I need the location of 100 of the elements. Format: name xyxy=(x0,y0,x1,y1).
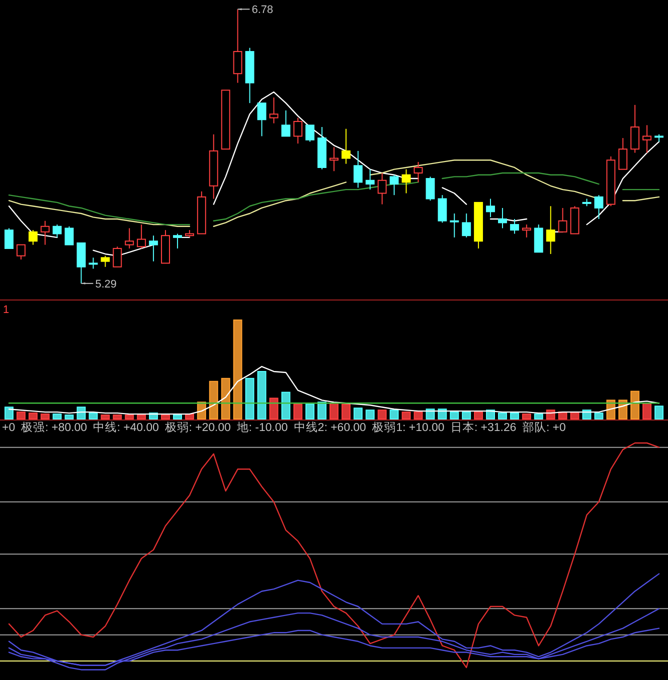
candlestick xyxy=(630,104,640,154)
text: 中线: +40.00 xyxy=(93,421,159,434)
bar xyxy=(112,414,122,420)
bar xyxy=(221,378,230,420)
bar xyxy=(257,370,266,420)
candlestick xyxy=(594,194,604,220)
bar xyxy=(450,412,459,420)
bar xyxy=(233,320,242,420)
bar xyxy=(354,408,363,420)
candlestick xyxy=(402,168,411,194)
bar xyxy=(594,412,604,420)
bar xyxy=(402,412,411,420)
candlestick xyxy=(52,224,62,238)
candlestick xyxy=(366,168,375,190)
candlestick xyxy=(498,207,508,229)
candlestick xyxy=(534,224,544,253)
candlestick xyxy=(510,218,520,234)
candlestick xyxy=(148,235,158,262)
candlestick xyxy=(136,224,146,249)
bar xyxy=(136,414,146,420)
bar xyxy=(305,404,314,420)
bar xyxy=(124,414,134,420)
bar xyxy=(88,412,98,420)
bar xyxy=(293,404,302,420)
bar xyxy=(342,404,351,420)
candlestick xyxy=(618,138,628,170)
candlestick xyxy=(40,220,50,246)
bar xyxy=(474,412,483,420)
candlestick xyxy=(414,161,423,183)
bar xyxy=(534,414,544,420)
candlestick xyxy=(64,226,74,246)
candlestick xyxy=(522,224,532,238)
candlestick xyxy=(426,176,435,202)
candlestick xyxy=(558,207,568,232)
candlestick xyxy=(305,124,314,142)
candlestick xyxy=(257,102,266,137)
candlestick xyxy=(450,212,459,238)
candlestick xyxy=(390,174,399,196)
bar xyxy=(40,414,50,420)
candlestick xyxy=(100,255,110,268)
candlestick xyxy=(4,228,14,249)
bar xyxy=(160,414,170,420)
bar xyxy=(522,414,532,420)
bar xyxy=(16,412,26,420)
text: +0 xyxy=(2,422,16,434)
bar xyxy=(64,414,74,420)
text: 极强: +80.00 xyxy=(20,421,88,434)
bar xyxy=(209,380,218,420)
bar xyxy=(642,402,652,420)
text: 1 xyxy=(3,304,10,316)
bar xyxy=(52,414,62,420)
bar xyxy=(426,408,435,420)
bar xyxy=(510,412,520,420)
candlestick xyxy=(173,233,182,249)
bar xyxy=(317,402,326,420)
candlestick xyxy=(293,117,302,144)
candlestick xyxy=(378,172,387,205)
candlestick xyxy=(642,124,652,154)
bar xyxy=(245,378,254,420)
bar xyxy=(4,406,14,420)
bar xyxy=(570,412,580,420)
candlestick xyxy=(16,244,26,260)
bar xyxy=(28,412,38,420)
candlestick xyxy=(486,198,495,218)
candlestick xyxy=(462,212,471,238)
text: 地: -10.00 xyxy=(236,421,288,434)
text: 部队: +0 xyxy=(522,420,566,434)
text: 日本: +31.26 xyxy=(450,421,516,434)
candlestick xyxy=(546,206,556,254)
candlestick xyxy=(269,97,278,124)
bar xyxy=(414,412,423,420)
bar xyxy=(100,414,110,420)
text: 中线2: +60.00 xyxy=(294,421,366,434)
bar xyxy=(438,408,447,420)
bar xyxy=(330,402,338,420)
bar xyxy=(462,412,471,420)
candlestick xyxy=(342,128,351,164)
bar xyxy=(281,392,290,420)
bar xyxy=(269,398,278,420)
candlestick xyxy=(28,230,38,246)
bar xyxy=(366,410,375,420)
annotation: 6.78 xyxy=(252,4,274,16)
bar xyxy=(173,414,182,420)
candlestick xyxy=(438,194,447,224)
bar xyxy=(654,406,664,420)
candlestick xyxy=(281,110,290,137)
candlestick xyxy=(124,228,134,249)
bar xyxy=(185,414,194,420)
candlestick xyxy=(88,257,98,270)
annotation: 5.29 xyxy=(95,278,117,290)
candlestick xyxy=(354,150,363,188)
bar xyxy=(390,410,399,420)
bar xyxy=(498,412,508,420)
text: 极弱: +20.00 xyxy=(164,421,231,434)
candlestick xyxy=(112,246,122,268)
text: 极弱1: +10.00 xyxy=(371,421,444,434)
bar xyxy=(378,410,387,420)
candlestick xyxy=(330,146,338,172)
bar xyxy=(76,406,86,420)
bar xyxy=(630,390,640,420)
